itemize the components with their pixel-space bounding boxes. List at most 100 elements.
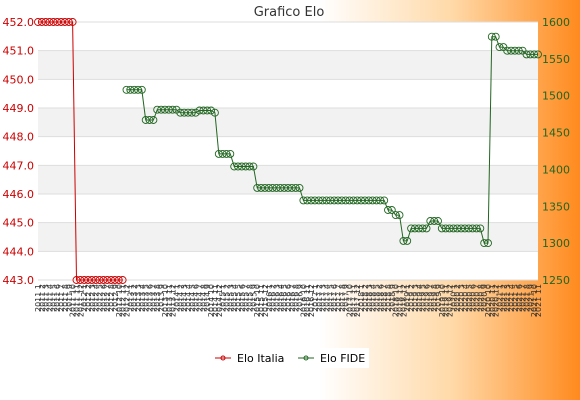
right-tick-label: 1350 xyxy=(542,200,570,213)
data-point xyxy=(199,106,208,115)
x-tick-label: 2017 9 xyxy=(342,284,351,312)
x-tick-label: 2017 8 xyxy=(338,284,347,312)
grid-band xyxy=(38,50,538,80)
x-tick-label: 2012 5 xyxy=(96,284,105,312)
data-point xyxy=(95,276,104,284)
x-tick-label: 2016 12 xyxy=(307,284,316,317)
x-tick-label: 2020 7 xyxy=(472,284,481,312)
right-tick-label: 1250 xyxy=(542,274,570,287)
data-point xyxy=(207,106,216,115)
data-point xyxy=(134,85,142,94)
x-tick-label: 2012 1 xyxy=(80,284,89,312)
data-point xyxy=(434,217,442,225)
left-tick-label: 451.0 xyxy=(3,45,35,58)
x-tick-label: 2013 9 xyxy=(157,284,166,312)
x-tick-label: 2011 6 xyxy=(53,284,62,312)
data-point xyxy=(445,224,454,233)
legend-label-elo-italia: Elo Italia xyxy=(237,352,284,365)
data-point xyxy=(437,224,446,233)
x-tick-label: 2013 5 xyxy=(142,284,151,312)
x-tick-label: 2014 3 xyxy=(180,284,189,312)
data-point xyxy=(114,276,123,284)
data-point xyxy=(49,18,58,26)
data-point xyxy=(260,183,269,192)
data-point xyxy=(37,18,46,26)
data-point xyxy=(80,276,89,284)
data-point xyxy=(87,276,96,284)
x-tick-label: 2019 11 xyxy=(442,284,451,317)
data-point xyxy=(118,276,127,284)
x-tick-label: 2016 4 xyxy=(276,284,285,312)
data-point xyxy=(457,224,466,233)
x-tick-label: 2016 7 xyxy=(288,284,297,312)
data-point xyxy=(460,224,469,233)
x-tick-label: 2016 3 xyxy=(272,284,281,312)
data-point xyxy=(295,183,304,192)
x-tick-label: 2020 1 xyxy=(449,284,458,312)
x-tick-label: 2017 11 xyxy=(349,284,358,317)
data-point xyxy=(130,85,139,94)
x-tick-label: 2016 2 xyxy=(269,284,278,312)
legend-marker-elo-fide xyxy=(303,355,309,361)
data-point xyxy=(195,106,204,115)
legend-item-elo-fide[interactable]: Elo FIDE xyxy=(298,352,365,365)
x-tick-label: 2012 11 xyxy=(119,284,128,317)
x-tick-label: 2012 8 xyxy=(107,284,116,312)
left-tick-label: 443.0 xyxy=(3,274,35,287)
data-point xyxy=(176,108,185,117)
data-point xyxy=(337,196,346,205)
x-tick-label: 2018 2 xyxy=(361,284,370,312)
data-point xyxy=(326,196,335,205)
data-point xyxy=(230,162,239,171)
x-tick-label: 2016 11 xyxy=(303,284,312,317)
data-point xyxy=(391,211,400,220)
x-tick-label: 2019 1 xyxy=(403,284,412,312)
data-point xyxy=(187,108,196,117)
series-layer xyxy=(34,18,542,284)
x-tick-label: 2018 5 xyxy=(372,284,381,312)
x-tick-label: 2015 8 xyxy=(246,284,255,312)
x-tick-label: 2011 10 xyxy=(69,284,78,317)
legend: Elo Italia Elo FIDE xyxy=(211,348,369,368)
data-point xyxy=(341,196,350,205)
data-point xyxy=(126,85,135,94)
data-point xyxy=(249,162,258,171)
data-point xyxy=(468,224,477,233)
data-point xyxy=(353,196,362,205)
grid-band xyxy=(38,79,538,108)
legend-item-elo-italia[interactable]: Elo Italia xyxy=(215,352,284,365)
data-point xyxy=(107,276,116,284)
data-point xyxy=(253,183,262,192)
x-tick-label: 2011 5 xyxy=(49,284,58,312)
data-point xyxy=(487,32,496,41)
data-point xyxy=(307,196,316,205)
x-tick-label: 2018 1 xyxy=(357,284,366,312)
right-tick-label: 1600 xyxy=(542,16,570,29)
right-tick-label: 1400 xyxy=(542,163,570,176)
x-tick-label: 2021 2 xyxy=(499,284,508,312)
x-tick-label: 2011 8 xyxy=(61,284,70,312)
x-tick-label: 2018 3 xyxy=(365,284,374,312)
x-tick-label: 2021 8 xyxy=(522,284,531,312)
x-tick-label: 2012 4 xyxy=(92,284,101,312)
x-tick-label: 2013 6 xyxy=(146,284,155,312)
left-tick-label: 448.0 xyxy=(3,131,35,144)
x-tick-label: 2012 10 xyxy=(115,284,124,317)
right-tick-label: 1300 xyxy=(542,237,570,250)
data-point xyxy=(530,50,539,59)
legend-marker-elo-italia xyxy=(220,355,226,361)
grid-band xyxy=(38,108,538,137)
data-point xyxy=(272,183,281,192)
left-tick-label: 444.0 xyxy=(3,245,35,258)
x-tick-label: 2014 11 xyxy=(211,284,220,317)
x-tick-label: 2014 2 xyxy=(176,284,185,312)
data-point xyxy=(349,196,358,205)
legend-label-elo-fide: Elo FIDE xyxy=(320,352,365,365)
x-tick-label: 2011 1 xyxy=(34,284,43,312)
data-point xyxy=(384,206,392,214)
x-tick-label: 2020 3 xyxy=(457,284,466,312)
data-point xyxy=(64,18,73,26)
data-point xyxy=(137,85,146,94)
